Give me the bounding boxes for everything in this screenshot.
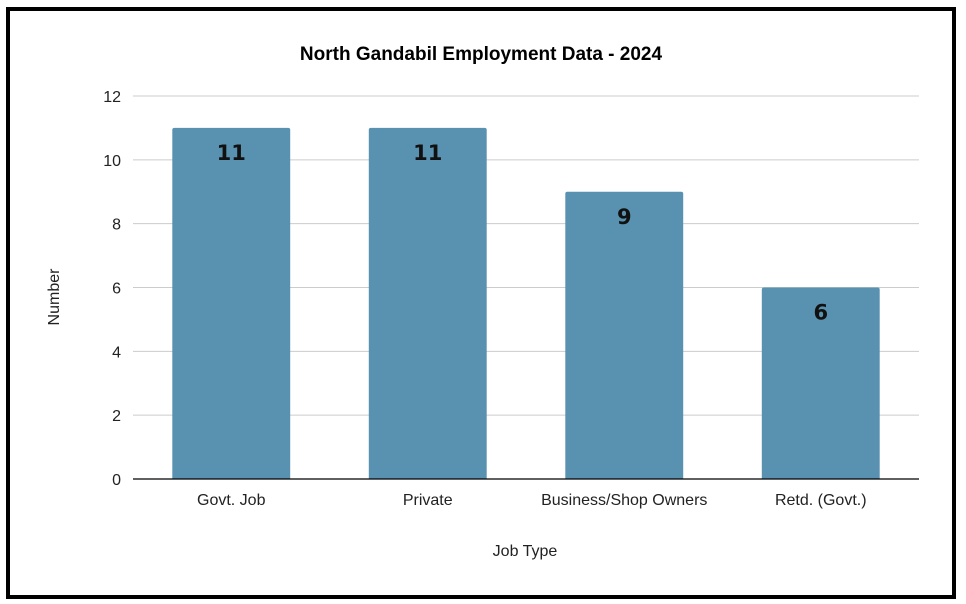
bar-data-label: 11 xyxy=(217,141,246,165)
bar-1 xyxy=(368,127,487,480)
y-axis-label: Number xyxy=(46,268,63,326)
bar-2 xyxy=(565,191,684,479)
bar-0 xyxy=(172,127,291,480)
y-tick-label: 4 xyxy=(112,344,121,361)
chart-title: North Gandabil Employment Data - 2024 xyxy=(300,44,663,65)
y-axis-ticks: 0 2 4 6 8 10 12 xyxy=(103,89,121,489)
x-tick-label: Business/Shop Owners xyxy=(541,492,707,509)
bars: 11 11 9 6 xyxy=(172,127,880,480)
x-tick-label: Retd. (Govt.) xyxy=(775,492,867,509)
x-axis-label: Job Type xyxy=(493,543,558,560)
y-tick-label: 0 xyxy=(112,472,121,489)
y-tick-label: 2 xyxy=(112,408,121,425)
bar-3 xyxy=(761,287,880,479)
x-tick-label: Private xyxy=(403,492,453,509)
bar-data-label: 11 xyxy=(413,141,442,165)
bar-data-label: 9 xyxy=(617,205,632,229)
bar-data-label: 6 xyxy=(813,301,828,325)
y-tick-label: 12 xyxy=(103,89,121,106)
y-tick-label: 6 xyxy=(112,281,121,298)
x-tick-label: Govt. Job xyxy=(197,492,266,509)
y-tick-label: 10 xyxy=(103,153,121,170)
x-axis-ticks: Govt. Job Private Business/Shop Owners Retd… xyxy=(197,492,867,509)
y-tick-label: 8 xyxy=(112,217,121,234)
